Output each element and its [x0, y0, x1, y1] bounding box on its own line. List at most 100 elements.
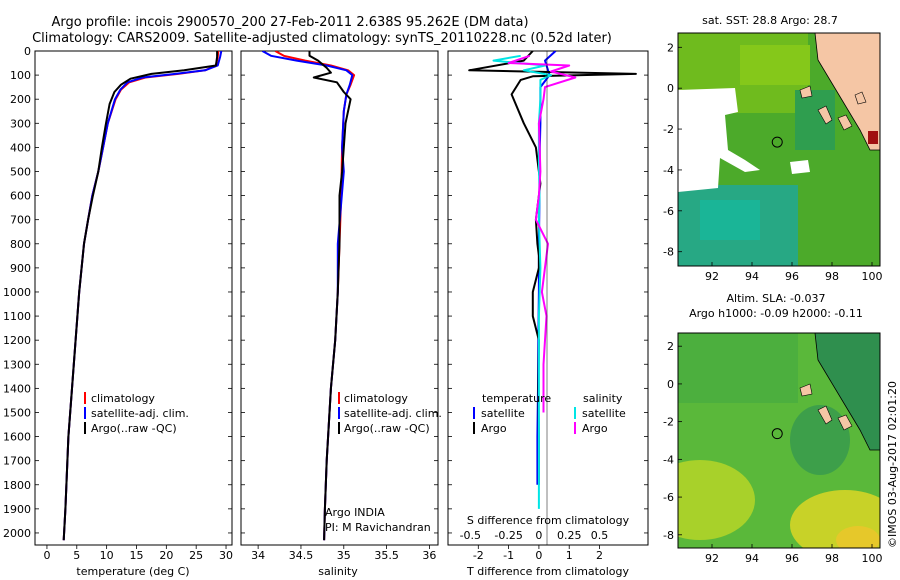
- island-sla-1: [817, 405, 833, 425]
- series-argo-raw-qc-: [62, 51, 219, 541]
- legend-header-temperature: temperature: [482, 392, 551, 405]
- map-x-tick-label: 98: [825, 270, 839, 283]
- sla-map-frame: [677, 332, 881, 549]
- map-y-tick-label: -2: [663, 123, 674, 136]
- sla-region-north: [678, 333, 798, 403]
- difference-series: [468, 51, 637, 509]
- sst-missing-patch: [790, 160, 810, 174]
- depth-tick-label: 1400: [3, 382, 31, 395]
- salinity-difference-x-axis: -0.5 -0.25 0 0.25 0.5: [460, 529, 609, 542]
- depth-tick-label: 1800: [3, 479, 31, 492]
- argo-india-label: Argo INDIA: [325, 506, 385, 519]
- series-climatology: [62, 51, 220, 541]
- sst-map-title: sat. SST: 28.8 Argo: 28.7: [702, 14, 838, 27]
- island-4: [854, 91, 867, 105]
- sst-warm-core: [740, 45, 810, 85]
- depth-tick-label: 500: [10, 165, 31, 178]
- x-tick-label: 20: [159, 549, 173, 562]
- temperature-series: [62, 51, 223, 541]
- x-tick-label: 34: [251, 549, 265, 562]
- depth-tick-label: 100: [10, 69, 31, 82]
- depth-tick-label: 900: [10, 262, 31, 275]
- temperature-axes-frame: [34, 50, 233, 546]
- x-tick-label: -1: [503, 549, 514, 562]
- x-tick-label: -0.25: [494, 529, 522, 542]
- depth-tick-label: 0: [24, 45, 31, 58]
- island-2: [837, 114, 853, 131]
- legend-label-climatology: climatology: [91, 392, 155, 405]
- map-y-tick-label: -6: [663, 205, 674, 218]
- pi-label: PI: M Ravichandran: [325, 521, 431, 534]
- imos-credit: ©IMOS 03-Aug-2017 02:01:20: [886, 381, 899, 548]
- map-y-tick-label: -8: [663, 246, 674, 259]
- legend-label-satellite: satellite-adj. clim.: [91, 407, 189, 420]
- sst-hot-spot: [868, 131, 878, 144]
- depth-axis: 0 100 200 300 400 500 600 700 800 900 1000 1100 1200…: [3, 45, 648, 540]
- depth-tick-label: 300: [10, 117, 31, 130]
- x-tick-label: 25: [189, 549, 203, 562]
- series-salinity-argo: [507, 54, 577, 413]
- x-tick-label: 0: [43, 549, 50, 562]
- x-tick-label: -2: [473, 549, 484, 562]
- x-tick-label: 34.5: [289, 549, 314, 562]
- sla-map: [678, 333, 880, 548]
- sla-max: [836, 526, 880, 548]
- t-difference-x-label: T difference from climatology: [466, 565, 629, 578]
- temperature-legend: climatology satellite-adj. clim. Argo(..…: [84, 392, 189, 435]
- x-tick-label: 30: [219, 549, 233, 562]
- figure-title-line2: Climatology: CARS2009. Satellite-adjuste…: [32, 31, 612, 46]
- sla-map-axes: 92 94 96 98 100 2 0 -2 -4 -6 -8: [663, 340, 882, 565]
- x-tick-label: 0: [535, 549, 542, 562]
- map-x-tick-label: 100: [862, 552, 883, 565]
- legend-label-argo: Argo(..raw -QC): [344, 422, 430, 435]
- depth-tick-label: 2000: [3, 527, 31, 540]
- figure-title-line1: Argo profile: incois 2900570_200 27-Feb-…: [51, 15, 528, 30]
- series-satellite-adj-clim-: [62, 51, 223, 541]
- map-x-tick-label: 96: [785, 270, 799, 283]
- x-tick-label: 0: [535, 529, 542, 542]
- legend-label-climatology: climatology: [344, 392, 408, 405]
- depth-tick-label: 1000: [3, 286, 31, 299]
- sst-map-axes: 92 94 96 98 100 2 0 -2 -4 -6 -8: [663, 41, 882, 283]
- x-tick-label: 5: [73, 549, 80, 562]
- difference-axes-frame: [447, 50, 649, 546]
- legend-label-t-satellite: satellite: [481, 407, 525, 420]
- map-x-tick-label: 94: [745, 552, 759, 565]
- x-tick-label: 35.5: [374, 549, 399, 562]
- x-tick-label: 0.5: [591, 529, 609, 542]
- sst-missing-data: [678, 88, 760, 192]
- depth-tick-label: 1500: [3, 406, 31, 419]
- temperature-x-label: temperature (deg C): [76, 565, 189, 578]
- depth-tick-label: 1200: [3, 334, 31, 347]
- x-tick-label: 0.25: [557, 529, 582, 542]
- map-x-tick-label: 94: [745, 270, 759, 283]
- x-tick-label: 10: [100, 549, 114, 562]
- map-y-tick-label: 0: [667, 378, 674, 391]
- map-x-tick-label: 92: [705, 270, 719, 283]
- depth-tick-label: 600: [10, 190, 31, 203]
- salinity-x-axis: 34 34.5 35 35.5 36: [251, 545, 436, 562]
- x-tick-label: 15: [129, 549, 143, 562]
- legend-header-salinity: salinity: [583, 392, 623, 405]
- map-x-tick-label: 96: [785, 552, 799, 565]
- x-tick-label: 1: [566, 549, 573, 562]
- sla-map-title-2: Argo h1000: -0.09 h2000: -0.11: [689, 307, 863, 320]
- sla-low: [790, 405, 850, 475]
- island-1: [817, 105, 833, 125]
- map-x-tick-label: 100: [862, 270, 883, 283]
- island-sla-2: [837, 414, 853, 431]
- map-y-tick-label: 2: [667, 340, 674, 353]
- legend-label-s-satellite: satellite: [582, 407, 626, 420]
- argo-position-marker-sst: [771, 136, 783, 148]
- map-y-tick-label: -8: [663, 529, 674, 542]
- argo-position-marker-sla: [771, 428, 783, 440]
- x-tick-label: 35: [337, 549, 351, 562]
- x-tick-label: -0.5: [460, 529, 481, 542]
- island-3: [799, 85, 813, 99]
- sst-cool-core: [700, 200, 760, 240]
- depth-tick-label: 700: [10, 214, 31, 227]
- land-sumatra: [814, 33, 880, 151]
- x-tick-label: 2: [596, 549, 603, 562]
- map-y-tick-label: -4: [663, 164, 674, 177]
